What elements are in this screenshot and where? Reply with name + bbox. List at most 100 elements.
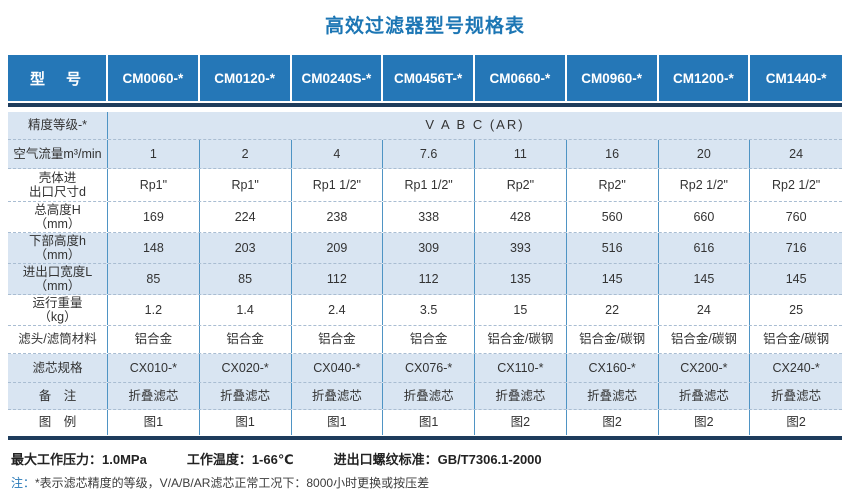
header-cell-model: CM0456T-*: [383, 55, 475, 101]
table-cell: 15: [475, 295, 567, 325]
table-cell: Rp2 1/2": [659, 169, 751, 201]
row-label: 下部高度h （mm）: [8, 233, 108, 263]
table-cell: 145: [567, 264, 659, 294]
table-cell: 折叠滤芯: [292, 383, 384, 409]
table-cell: 图1: [200, 410, 292, 435]
table-cell: 折叠滤芯: [475, 383, 567, 409]
table-body: 精度等级-* V A B C (AR) 空气流量m³/min 1 2 4 7.6 11 16 20…: [8, 112, 842, 435]
table-cell: 图2: [567, 410, 659, 435]
table-cell: 135: [475, 264, 567, 294]
table-row: 进出口宽度L （mm） 85 85 112 112 135 145 145 145: [8, 264, 842, 295]
table-cell: 85: [200, 264, 292, 294]
table-cell: Rp1": [108, 169, 200, 201]
row-label: 备 注: [8, 383, 108, 409]
table-cell: Rp1 1/2": [292, 169, 384, 201]
table-cell: 428: [475, 202, 567, 232]
table-cell: 716: [785, 240, 807, 255]
row-label: 滤芯规格: [8, 354, 108, 382]
table-cell: 16: [567, 140, 659, 168]
table-row: 空气流量m³/min 1 2 4 7.6 11 16 20 24: [8, 140, 842, 169]
table-cell: 图1: [108, 410, 200, 435]
table-cell: 169: [108, 202, 200, 232]
table-cell: 11: [475, 140, 567, 168]
table-cell: 148: [108, 233, 200, 263]
row-merged-value: V A B C (AR): [425, 117, 525, 133]
table-cell: Rp1 1/2": [383, 169, 475, 201]
table-cell: 铝合金/碳钢: [659, 326, 751, 353]
table-cell: 338: [383, 202, 475, 232]
table-cell: 铝合金/碳钢: [763, 332, 830, 347]
table-cell: 85: [108, 264, 200, 294]
page-title: 高效过滤器型号规格表: [324, 16, 525, 37]
table-row: 精度等级-* V A B C (AR): [8, 112, 842, 140]
table-cell: 图1: [383, 410, 475, 435]
table-cell: 铝合金/碳钢: [475, 326, 567, 353]
row-label: 总高度H （mm）: [8, 202, 108, 232]
header-cell-model: CM0240S-*: [291, 55, 384, 101]
table-cell: 铝合金: [200, 326, 292, 353]
table-row: 图 例图1 图1 图1 图1 图2 图2 图2 图2: [8, 410, 842, 435]
table-cell: 112: [292, 264, 384, 294]
footnote-prefix: 注：: [11, 476, 36, 490]
table-cell: 折叠滤芯: [108, 383, 200, 409]
header-divider: [8, 103, 842, 107]
header-cell-model: CM0060-*: [108, 55, 200, 101]
table-cell: 铝合金: [108, 326, 200, 353]
table-cell: CX240-*: [772, 360, 820, 375]
table-cell: 238: [292, 202, 384, 232]
row-label: 壳体进 出口尺寸d: [8, 169, 108, 201]
table-cell: 折叠滤芯: [383, 383, 475, 409]
footer-specs: 最大工作压力：1.0MPa 工作温度：1-66℃ 进出口螺纹标准：GB/T730…: [11, 449, 850, 468]
table-cell: 560: [567, 202, 659, 232]
header-cell-model: CM0660-*: [475, 55, 567, 101]
table-bottom-border: [8, 436, 842, 440]
table-cell: 折叠滤芯: [659, 383, 751, 409]
table-cell: CX160-*: [567, 354, 659, 382]
table-row: 运行重量 （kg） 1.2 1.4 2.4 3.5 15 22 24 25: [8, 295, 842, 326]
thread-standard-text: 进出口螺纹标准：GB/T7306.1-2000: [333, 452, 542, 467]
table-cell: 2: [200, 140, 292, 168]
table-cell: Rp2": [567, 169, 659, 201]
table-cell: 516: [567, 233, 659, 263]
table-cell: CX110-*: [475, 354, 567, 382]
table-cell: 20: [659, 140, 751, 168]
table-row: 下部高度h （mm） 148 203 209 309 393 516 616 716: [8, 233, 842, 264]
table-cell: 图2: [786, 415, 806, 430]
table-cell: 折叠滤芯: [567, 383, 659, 409]
table-cell: 铝合金/碳钢: [567, 326, 659, 353]
table-cell: 图1: [292, 410, 384, 435]
table-cell: 25: [789, 302, 804, 317]
work-temp-text: 工作温度：1-66℃: [186, 452, 294, 467]
table-cell: CX200-*: [659, 354, 751, 382]
table-cell: 折叠滤芯: [771, 388, 822, 403]
table-cell: 1: [108, 140, 200, 168]
table-row: 滤芯规格 CX010-* CX020-* CX040-* CX076-* CX110-* C…: [8, 354, 842, 383]
header-cell-model: CM0120-*: [199, 55, 292, 101]
table-cell: 224: [200, 202, 292, 232]
table-cell: 24: [789, 146, 804, 161]
table-cell: 145: [785, 271, 807, 286]
table-cell: 3.5: [383, 295, 475, 325]
spec-table: 型 号 CM0060-* CM0120-* CM0240S-* CM0456T-* CM0…: [8, 55, 842, 440]
table-cell: CX040-*: [292, 354, 384, 382]
table-cell: 4: [292, 140, 384, 168]
header-cell-model: CM1200-*: [658, 55, 751, 101]
table-cell: 660: [659, 202, 751, 232]
footnote-text: *表示滤芯精度的等级，V/A/B/AR滤芯正常工况下：8000小时更换或按压差: [35, 476, 430, 490]
table-cell: CX076-*: [383, 354, 475, 382]
table-cell: 2.4: [292, 295, 384, 325]
table-cell: 1.4: [200, 295, 292, 325]
table-cell: 图2: [475, 410, 567, 435]
table-cell: 铝合金: [383, 326, 475, 353]
table-cell: 112: [383, 264, 475, 294]
table-cell: CX020-*: [200, 354, 292, 382]
table-cell: Rp2 1/2": [772, 177, 821, 192]
row-label: 滤头/滤筒材料: [8, 326, 108, 353]
table-cell: Rp1": [200, 169, 292, 201]
table-cell: 折叠滤芯: [200, 383, 292, 409]
header-cell-model-label: 型 号: [8, 55, 108, 101]
max-pressure-text: 最大工作压力：1.0MPa: [11, 452, 147, 467]
row-label: 图 例: [8, 410, 108, 435]
row-label: 运行重量 （kg）: [8, 295, 108, 325]
